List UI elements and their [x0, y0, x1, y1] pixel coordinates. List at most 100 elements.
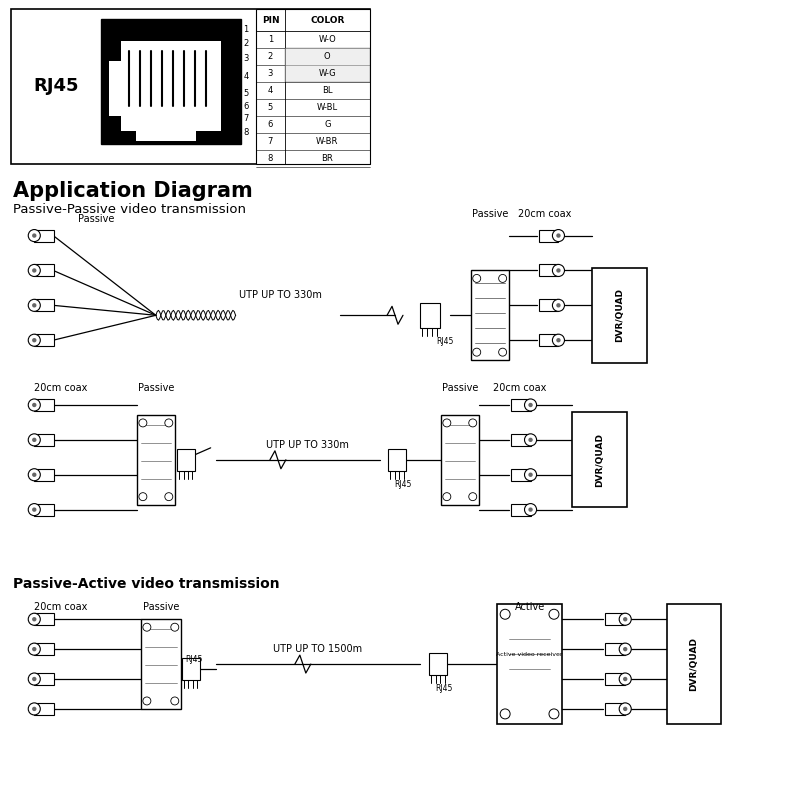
Circle shape [28, 673, 40, 685]
Circle shape [498, 348, 506, 356]
Text: 4: 4 [268, 86, 273, 95]
Circle shape [473, 348, 481, 356]
Text: W-G: W-G [318, 69, 336, 78]
Circle shape [469, 419, 477, 427]
Circle shape [473, 274, 481, 282]
Bar [538, 334, 558, 346]
Text: 6: 6 [243, 102, 249, 110]
Text: 20cm coax: 20cm coax [34, 602, 88, 612]
Bar [538, 299, 558, 311]
Circle shape [28, 334, 40, 346]
Circle shape [623, 647, 627, 651]
Text: Passive-Passive video transmission: Passive-Passive video transmission [14, 202, 246, 216]
Bar [34, 469, 54, 481]
Text: 1: 1 [243, 25, 249, 34]
Circle shape [139, 419, 147, 427]
Bar [511, 469, 530, 481]
Text: UTP UP TO 330m: UTP UP TO 330m [239, 290, 322, 300]
Circle shape [528, 402, 533, 407]
Text: RJ45: RJ45 [394, 480, 412, 489]
Circle shape [619, 643, 631, 655]
Text: RJ45: RJ45 [435, 684, 453, 693]
Text: Passive: Passive [471, 209, 508, 218]
Circle shape [469, 493, 477, 501]
Circle shape [549, 709, 559, 719]
Circle shape [553, 230, 565, 242]
Text: COLOR: COLOR [310, 16, 345, 25]
Bar [34, 299, 54, 311]
Bar [388, 449, 406, 470]
Bar [470, 270, 509, 360]
Bar [606, 673, 626, 685]
Circle shape [28, 434, 40, 446]
Text: 8: 8 [268, 154, 273, 163]
Text: RJ45: RJ45 [34, 77, 79, 95]
Text: Active: Active [514, 602, 545, 612]
Circle shape [500, 709, 510, 719]
Text: 8: 8 [243, 129, 249, 138]
Bar [182, 658, 200, 680]
Bar [286, 48, 370, 82]
Text: 7: 7 [268, 137, 273, 146]
Text: 5: 5 [243, 89, 249, 98]
Text: 2: 2 [268, 52, 273, 61]
Bar [511, 503, 530, 516]
Text: 2: 2 [243, 38, 249, 48]
Bar [420, 303, 440, 328]
Bar [606, 703, 626, 715]
Circle shape [619, 673, 631, 685]
Text: UTP UP TO 1500m: UTP UP TO 1500m [274, 644, 362, 654]
Text: 5: 5 [268, 103, 273, 112]
Text: Application Diagram: Application Diagram [14, 181, 253, 201]
Text: DVR/QUAD: DVR/QUAD [614, 288, 624, 342]
Bar [136, 116, 196, 141]
Bar [34, 703, 54, 715]
Circle shape [528, 438, 533, 442]
Circle shape [32, 617, 37, 622]
Text: W-BR: W-BR [316, 137, 338, 146]
Circle shape [28, 703, 40, 715]
Circle shape [623, 677, 627, 682]
Text: PIN: PIN [262, 16, 279, 25]
Circle shape [28, 503, 40, 516]
Text: 4: 4 [243, 72, 249, 81]
Text: Passive: Passive [142, 602, 179, 612]
Circle shape [553, 299, 565, 311]
Circle shape [28, 643, 40, 655]
Circle shape [623, 617, 627, 622]
Circle shape [528, 507, 533, 512]
Bar [109, 61, 124, 116]
Text: 20cm coax: 20cm coax [493, 383, 546, 393]
Text: 7: 7 [243, 114, 249, 123]
Circle shape [170, 623, 178, 631]
Bar [34, 334, 54, 346]
Circle shape [32, 647, 37, 651]
Bar [538, 265, 558, 277]
Circle shape [32, 677, 37, 682]
Bar [538, 230, 558, 242]
Circle shape [619, 703, 631, 715]
Circle shape [28, 469, 40, 481]
Bar [606, 614, 626, 626]
Circle shape [32, 234, 37, 238]
Text: BR: BR [322, 154, 333, 163]
Circle shape [32, 473, 37, 477]
Bar [497, 604, 562, 724]
Circle shape [556, 234, 561, 238]
Circle shape [143, 697, 151, 705]
Circle shape [556, 338, 561, 342]
Bar [592, 268, 646, 362]
Circle shape [525, 469, 537, 481]
Bar [34, 643, 54, 655]
Bar [206, 61, 221, 116]
Bar [101, 19, 241, 144]
Text: 6: 6 [268, 120, 273, 129]
Circle shape [165, 493, 173, 501]
Text: W-O: W-O [318, 35, 336, 44]
Bar [606, 643, 626, 655]
Text: Passive: Passive [78, 214, 114, 224]
Circle shape [553, 265, 565, 277]
Bar [511, 399, 530, 411]
Text: DVR/QUAD: DVR/QUAD [690, 637, 698, 691]
Text: Passive: Passive [138, 383, 174, 393]
